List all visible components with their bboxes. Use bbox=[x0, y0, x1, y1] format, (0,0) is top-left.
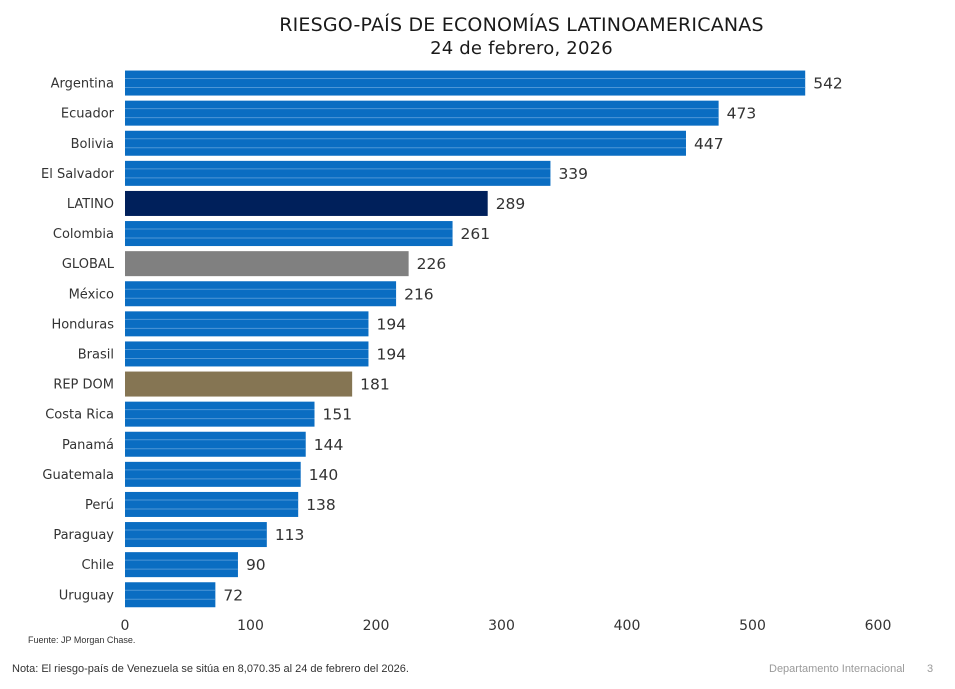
data-label: 261 bbox=[461, 225, 491, 243]
bar bbox=[125, 160, 551, 186]
bar bbox=[125, 281, 397, 307]
data-label: 473 bbox=[727, 105, 757, 123]
category-label: Bolivia bbox=[71, 137, 114, 152]
data-label: 289 bbox=[496, 195, 526, 213]
category-label: Uruguay bbox=[59, 588, 115, 603]
category-label: Colombia bbox=[53, 227, 114, 242]
bar bbox=[125, 311, 369, 337]
bar bbox=[125, 371, 353, 397]
data-label: 90 bbox=[246, 556, 266, 574]
category-label: Honduras bbox=[51, 317, 114, 332]
category-label: Brasil bbox=[78, 347, 114, 362]
bar bbox=[125, 341, 369, 367]
x-tick-label: 600 bbox=[865, 618, 892, 634]
department-label: Departamento Internacional bbox=[769, 663, 905, 675]
data-label: 151 bbox=[323, 406, 353, 424]
x-tick-label: 100 bbox=[237, 618, 264, 634]
chart-title: RIESGO-PAÍS DE ECONOMÍAS LATINOAMERICANA… bbox=[279, 14, 764, 36]
x-tick-label: 200 bbox=[363, 618, 390, 634]
chart-subtitle: 24 de febrero, 2026 bbox=[430, 38, 613, 59]
bar bbox=[125, 461, 301, 487]
category-label: GLOBAL bbox=[62, 257, 115, 272]
bar bbox=[125, 552, 238, 578]
bar bbox=[125, 251, 409, 277]
category-label: Costa Rica bbox=[45, 408, 114, 423]
data-label: 113 bbox=[275, 526, 305, 544]
category-label: Ecuador bbox=[61, 107, 115, 122]
data-label: 226 bbox=[417, 255, 447, 273]
data-label: 144 bbox=[314, 436, 344, 454]
footnote: Nota: El riesgo-país de Venezuela se sit… bbox=[12, 663, 409, 675]
bar bbox=[125, 431, 306, 457]
bar bbox=[125, 100, 719, 126]
category-label: Paraguay bbox=[53, 528, 114, 543]
source-note: Fuente: JP Morgan Chase. bbox=[28, 635, 136, 645]
bar bbox=[125, 522, 267, 548]
x-tick-label: 300 bbox=[488, 618, 515, 634]
data-label: 447 bbox=[694, 135, 724, 153]
x-tick-label: 0 bbox=[121, 618, 130, 634]
data-label: 72 bbox=[223, 586, 243, 604]
category-label: Guatemala bbox=[42, 468, 114, 483]
bars-group: Argentina 542 Ecuador 473 Bolivia 447 El Salva… bbox=[41, 70, 843, 608]
category-label: Perú bbox=[85, 498, 114, 513]
bar bbox=[125, 491, 299, 517]
category-label: El Salvador bbox=[41, 167, 115, 182]
data-label: 542 bbox=[813, 75, 843, 93]
x-tick-label: 400 bbox=[614, 618, 641, 634]
data-label: 339 bbox=[558, 165, 588, 183]
bar bbox=[125, 401, 315, 427]
category-label: México bbox=[69, 287, 114, 302]
data-label: 181 bbox=[360, 376, 390, 394]
data-label: 140 bbox=[309, 466, 339, 484]
data-label: 138 bbox=[306, 496, 336, 514]
x-axis: 0 100 200 300 400 500 600 bbox=[121, 618, 892, 634]
page-number: 3 bbox=[927, 663, 934, 675]
bar bbox=[125, 221, 453, 247]
bar bbox=[125, 582, 216, 608]
data-label: 194 bbox=[376, 345, 406, 363]
category-label: Chile bbox=[81, 558, 114, 573]
category-label: Panamá bbox=[62, 438, 114, 453]
bar bbox=[125, 70, 806, 96]
data-label: 194 bbox=[376, 315, 406, 333]
bar bbox=[125, 130, 686, 156]
category-label: LATINO bbox=[67, 197, 114, 212]
x-tick-label: 500 bbox=[739, 618, 766, 634]
bar bbox=[125, 190, 488, 216]
data-label: 216 bbox=[404, 285, 434, 303]
category-label: Argentina bbox=[51, 77, 114, 92]
category-label: REP DOM bbox=[53, 378, 114, 393]
